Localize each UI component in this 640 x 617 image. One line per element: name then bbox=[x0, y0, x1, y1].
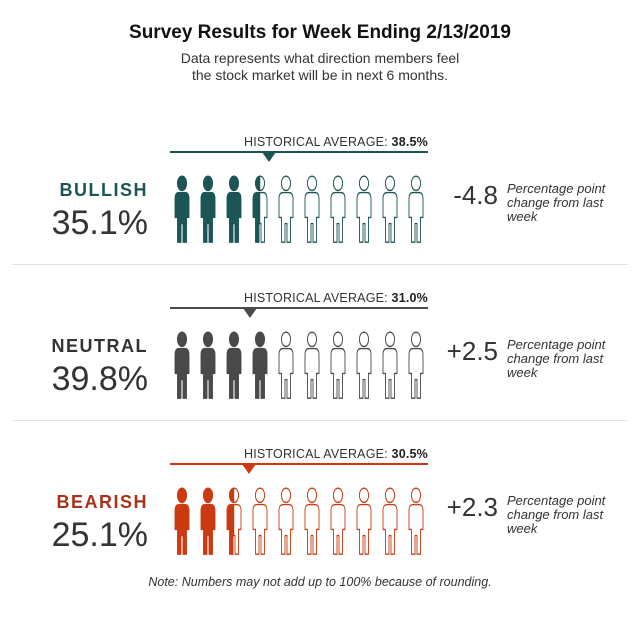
weekly-change-value: +2.5 bbox=[446, 336, 498, 366]
person-icon bbox=[304, 487, 320, 555]
weekly-change-note: Percentage point change from last week bbox=[507, 493, 606, 536]
bullish-section: HISTORICAL AVERAGE: 38.5% BULLISH 35.1% … bbox=[0, 108, 640, 264]
person-icon bbox=[226, 331, 242, 399]
person-icon bbox=[382, 175, 398, 243]
person-icon bbox=[200, 331, 216, 399]
neutral-section: HISTORICAL AVERAGE: 31.0% NEUTRAL 39.8% … bbox=[0, 264, 640, 420]
person-icon bbox=[174, 331, 190, 399]
person-icon bbox=[252, 331, 268, 399]
people-pictograph bbox=[174, 331, 424, 399]
person-icon bbox=[278, 331, 294, 399]
section-divider bbox=[12, 420, 628, 421]
historical-average-line bbox=[170, 307, 428, 309]
historical-average-label: HISTORICAL AVERAGE: 30.5% bbox=[243, 447, 428, 461]
person-icon bbox=[278, 487, 294, 555]
person-icon bbox=[330, 175, 346, 243]
weekly-change-note: Percentage point change from last week bbox=[507, 337, 606, 380]
category-label: NEUTRAL bbox=[51, 336, 148, 356]
category-value: 25.1% bbox=[51, 516, 148, 554]
category-value: 35.1% bbox=[51, 204, 148, 242]
person-icon bbox=[382, 487, 398, 555]
chart-subtitle: Data represents what direction members f… bbox=[180, 50, 460, 83]
person-icon bbox=[252, 175, 268, 243]
person-icon bbox=[278, 175, 294, 243]
person-icon bbox=[356, 487, 372, 555]
historical-average-line bbox=[170, 463, 428, 465]
chart-title: Survey Results for Week Ending 2/13/2019 bbox=[129, 22, 511, 43]
person-icon bbox=[330, 487, 346, 555]
weekly-change-value: -4.8 bbox=[453, 180, 498, 210]
person-icon bbox=[408, 487, 424, 555]
people-pictograph bbox=[174, 487, 424, 555]
historical-average-marker bbox=[262, 152, 277, 162]
weekly-change-note: Percentage point change from last week bbox=[507, 181, 606, 224]
person-icon bbox=[200, 175, 216, 243]
person-icon bbox=[252, 487, 268, 555]
section-divider bbox=[12, 264, 628, 265]
person-icon bbox=[304, 331, 320, 399]
bearish-section: HISTORICAL AVERAGE: 30.5% BEARISH 25.1% … bbox=[0, 420, 640, 576]
historical-average-marker bbox=[241, 464, 256, 474]
people-pictograph bbox=[174, 175, 424, 243]
weekly-change-value: +2.3 bbox=[446, 492, 498, 522]
person-icon bbox=[200, 487, 216, 555]
person-icon bbox=[356, 331, 372, 399]
person-icon bbox=[304, 175, 320, 243]
historical-average-marker bbox=[242, 308, 257, 318]
person-icon bbox=[330, 331, 346, 399]
category-label: BULLISH bbox=[59, 180, 148, 200]
historical-average-label: HISTORICAL AVERAGE: 31.0% bbox=[243, 291, 428, 305]
footnote: Note: Numbers may not add up to 100% bec… bbox=[148, 575, 492, 589]
person-icon bbox=[356, 175, 372, 243]
person-icon bbox=[174, 487, 190, 555]
person-icon bbox=[382, 331, 398, 399]
person-icon bbox=[408, 175, 424, 243]
person-icon bbox=[408, 331, 424, 399]
historical-average-line bbox=[170, 151, 428, 153]
person-icon bbox=[174, 175, 190, 243]
person-icon bbox=[226, 175, 242, 243]
category-value: 39.8% bbox=[51, 360, 148, 398]
historical-average-label: HISTORICAL AVERAGE: 38.5% bbox=[243, 135, 428, 149]
category-label: BEARISH bbox=[56, 492, 148, 512]
person-icon bbox=[226, 487, 242, 555]
